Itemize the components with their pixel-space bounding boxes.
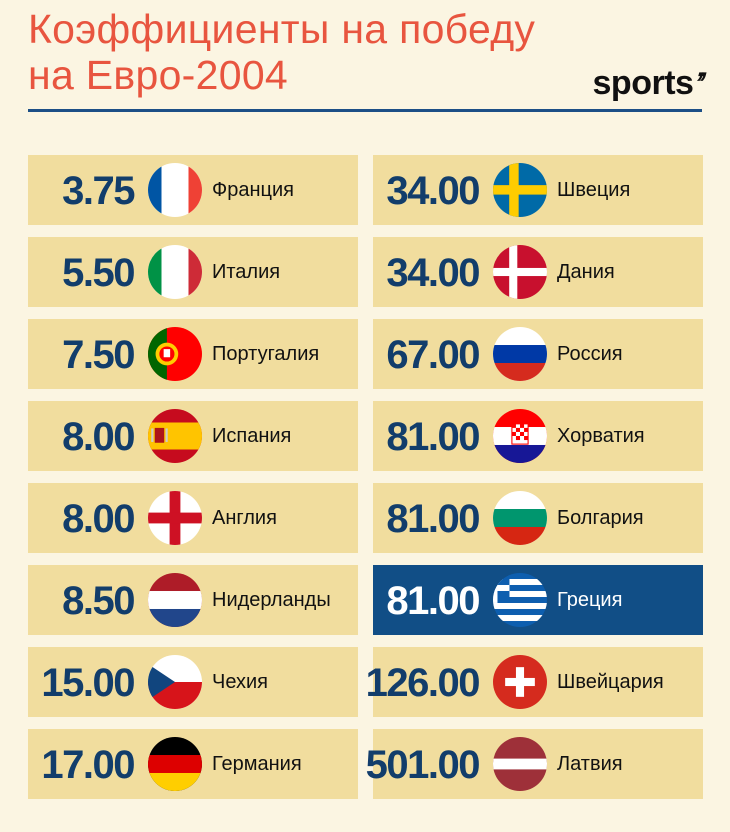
odds-value: 17.00	[41, 743, 135, 787]
bulgaria-flag-icon	[493, 491, 547, 545]
team-row: 5.50 Италия	[28, 237, 358, 307]
odds-value: 8.50	[62, 579, 135, 623]
country-name: Швейцария	[557, 671, 664, 693]
odds-value: 126.00	[365, 661, 481, 705]
odds-value: 501.00	[365, 743, 481, 787]
country-name: Германия	[212, 753, 302, 775]
odds-value: 5.50	[62, 251, 135, 295]
country-name: Россия	[557, 343, 623, 365]
team-row: 8.50 Нидерланды	[28, 565, 358, 635]
odds-value: 8.00	[62, 415, 135, 459]
odds-value: 34.00	[386, 251, 480, 295]
switzerland-flag-icon	[493, 655, 547, 709]
page-title: Коэффициенты на победу на Евро-2004	[28, 6, 588, 98]
country-name: Франция	[212, 179, 294, 201]
team-row: 81.00 Хорватия	[373, 401, 703, 471]
odds-value: 3.75	[62, 169, 135, 213]
country-name: Италия	[212, 261, 281, 283]
england-flag-icon	[148, 491, 202, 545]
country-name: Англия	[212, 507, 277, 529]
country-name: Швеция	[557, 179, 631, 201]
sweden-flag-icon	[493, 163, 547, 217]
team-row: 67.00 Россия	[373, 319, 703, 389]
odds-value: 81.00	[386, 497, 480, 541]
team-row: 501.00 Латвия	[366, 729, 703, 799]
sports-logo: sports’’	[592, 64, 707, 103]
odds-value: 15.00	[41, 661, 135, 705]
team-row: 34.00 Швеция	[373, 155, 703, 225]
croatia-flag-icon	[493, 409, 547, 463]
title-line-1: Коэффициенты на победу	[28, 6, 536, 52]
odds-value: 34.00	[386, 169, 480, 213]
czechia-flag-icon	[148, 655, 202, 709]
odds-value: 81.00	[386, 579, 480, 623]
team-row: 17.00 Германия	[28, 729, 358, 799]
odds-value: 81.00	[386, 415, 480, 459]
title-line-2: на Евро-2004	[28, 52, 289, 98]
denmark-flag-icon	[493, 245, 547, 299]
country-name: Португалия	[212, 343, 320, 365]
greece-flag-icon	[493, 573, 547, 627]
team-row: 8.00 Англия	[28, 483, 358, 553]
france-flag-icon	[148, 163, 202, 217]
country-name: Дания	[557, 261, 615, 283]
italy-flag-icon	[148, 245, 202, 299]
country-name: Болгария	[557, 507, 644, 529]
team-row: 7.50 Португалия	[28, 319, 358, 389]
latvia-flag-icon	[493, 737, 547, 791]
country-name: Нидерланды	[212, 589, 331, 611]
team-row: 15.00 Чехия	[28, 647, 358, 717]
team-row: 8.00 Испания	[28, 401, 358, 471]
odds-column-right: 34.00 Швеция 34.00 Дания 67.00 Россия 81.00 Хор…	[366, 155, 703, 811]
odds-column-left: 3.75 Франция 5.50 Италия 7.50 Португалия 8.00 И…	[28, 155, 358, 811]
brand-name: sports	[592, 64, 694, 102]
country-name: Греция	[557, 589, 623, 611]
odds-value: 8.00	[62, 497, 135, 541]
odds-value: 67.00	[386, 333, 480, 377]
team-row: 34.00 Дания	[373, 237, 703, 307]
country-name: Чехия	[212, 671, 269, 693]
team-row: 81.00 Болгария	[373, 483, 703, 553]
portugal-flag-icon	[148, 327, 202, 381]
country-name: Испания	[212, 425, 292, 447]
country-name: Хорватия	[557, 425, 645, 447]
spain-flag-icon	[148, 409, 202, 463]
russia-flag-icon	[493, 327, 547, 381]
netherlands-flag-icon	[148, 573, 202, 627]
team-row: 81.00 Греция	[373, 565, 703, 635]
team-row: 3.75 Франция	[28, 155, 358, 225]
germany-flag-icon	[148, 737, 202, 791]
country-name: Латвия	[557, 753, 623, 775]
header-divider	[28, 109, 702, 112]
team-row: 126.00 Швейцария	[366, 647, 703, 717]
odds-value: 7.50	[62, 333, 135, 377]
